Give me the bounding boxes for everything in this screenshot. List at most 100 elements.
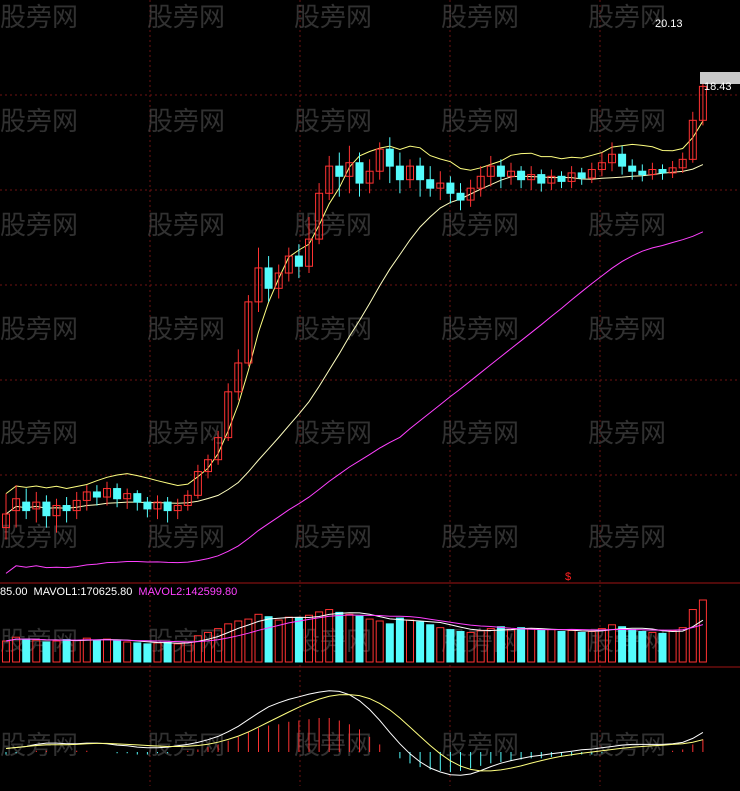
candle-body (234, 362, 243, 393)
candle-body (183, 494, 192, 507)
volume-bar (365, 618, 374, 663)
price-labels: 20.13 18.43 $ (565, 18, 740, 583)
volume-bar (426, 624, 435, 663)
watermark-text: 股旁网 (0, 315, 78, 345)
candle-body (214, 437, 223, 461)
watermark-text: 股旁网 (588, 107, 666, 137)
candle-body (284, 255, 293, 274)
candle-body (618, 153, 627, 167)
watermark-text: 股旁网 (441, 211, 519, 241)
volume-bar (345, 613, 354, 663)
macd-dif-line (5, 690, 704, 776)
candle-body (406, 165, 414, 181)
watermark-text: 股旁网 (441, 3, 519, 33)
candle-body (628, 165, 637, 172)
candle-body (123, 493, 132, 500)
watermark-text: 股旁网 (147, 523, 225, 553)
candle-body (305, 238, 313, 267)
candle-body (22, 501, 31, 512)
candle-body (698, 85, 707, 121)
candle-body (113, 488, 122, 500)
watermark-text: 股旁网 (441, 419, 519, 449)
volume-bar (113, 640, 122, 663)
last-price-box (700, 72, 740, 84)
mavol2-line (5, 614, 704, 643)
volume-bar (688, 609, 697, 663)
volume-bar (325, 609, 334, 663)
mavol2-label: MAVOL2: (138, 586, 186, 598)
candle-body (638, 170, 647, 176)
candle-body (375, 148, 384, 172)
volume-bar (264, 616, 273, 663)
candle-body (446, 182, 455, 194)
ma-long-line (5, 231, 704, 574)
volume-bar (123, 641, 132, 663)
volume-ma-lines (5, 612, 704, 644)
watermark-text: 股旁网 (441, 731, 519, 761)
volume-bar (608, 624, 616, 663)
mavol1-label: MAVOL1: (33, 586, 81, 598)
watermark-text: 股旁网 (588, 3, 666, 33)
watermark-text: 股旁网 (588, 523, 666, 553)
watermark-text: 股旁网 (588, 419, 666, 449)
volume-bar (547, 629, 556, 663)
watermark-text: 股旁网 (588, 627, 666, 657)
candle-body (587, 169, 596, 179)
candle-body (688, 119, 697, 160)
candle-body (537, 174, 546, 184)
signal-marker: $ (565, 571, 571, 583)
candle-body (527, 174, 536, 181)
watermark-text: 股旁网 (294, 419, 372, 449)
candle-body (163, 501, 172, 512)
candle-body (395, 165, 404, 181)
volume-bar (274, 619, 283, 663)
watermark-text: 股旁网 (147, 107, 225, 137)
volume-bar (244, 618, 253, 663)
candle-body (12, 498, 21, 512)
watermark-text: 股旁网 (441, 523, 519, 553)
volume-bars (2, 599, 707, 663)
volume-bar (224, 623, 233, 663)
volume-bar (577, 631, 586, 663)
volume-bar (254, 613, 263, 663)
candle-body (143, 501, 152, 510)
volume-bar (375, 620, 384, 663)
volume-bar (315, 611, 324, 663)
watermark-text: 股旁网 (0, 3, 78, 33)
macd-lines (5, 690, 704, 776)
volume-bar (698, 599, 707, 663)
volume-bar (597, 628, 606, 663)
volume-bar (456, 630, 465, 663)
watermark-text: 股旁网 (147, 419, 225, 449)
candle-body (2, 513, 10, 529)
candle-body (678, 158, 687, 169)
volume-bar (658, 632, 667, 663)
volume-bar (648, 631, 657, 663)
candle-body (244, 301, 253, 364)
volume-bar (446, 629, 455, 663)
moving-average-lines (5, 120, 704, 574)
volume-bar (214, 628, 223, 663)
watermark-text: 股旁网 (588, 211, 666, 241)
volume-bar (92, 639, 101, 663)
candle-body (597, 162, 606, 171)
candle-body (52, 505, 61, 517)
candle-body (315, 192, 324, 240)
candle-body (173, 505, 182, 512)
mavol1-value: 170625.80 (80, 586, 133, 598)
candle-body (436, 182, 445, 189)
volume-bar (103, 638, 111, 663)
volume-bar (294, 617, 303, 663)
candle-body (92, 491, 101, 498)
watermark-text: 股旁网 (0, 107, 78, 137)
candle-body (72, 499, 81, 512)
volume-bar (416, 621, 425, 663)
volume-bar (486, 628, 495, 663)
last-price-label: 18.43 (704, 81, 732, 93)
volume-bar (62, 639, 71, 663)
high-price-label: 20.13 (655, 18, 683, 30)
candle-body (224, 391, 233, 439)
candle-body (385, 148, 394, 167)
watermark-layer: 股旁网 股旁网 股旁网 股旁网 股旁网股旁网 股旁网 股旁网 股旁网 股旁网股旁网 股旁网 股旁网股… (0, 3, 666, 761)
mavol2-value: 142599.80 (185, 586, 238, 598)
